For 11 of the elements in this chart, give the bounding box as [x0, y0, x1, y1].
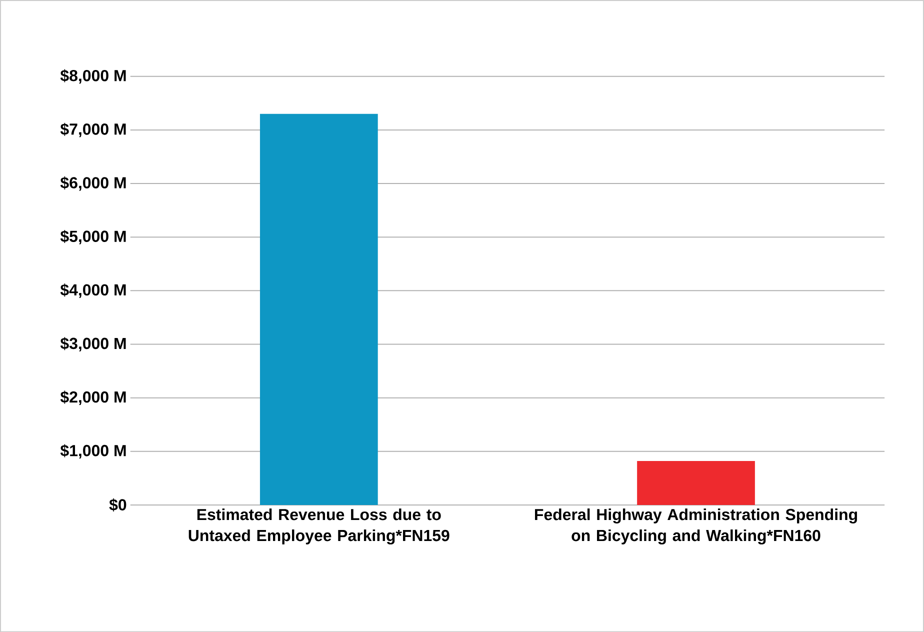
y-tick-label: $7,000 M	[60, 122, 126, 138]
y-tick-label: $2,000 M	[60, 390, 126, 405]
y-tick-label: $5,000 M	[60, 230, 126, 244]
y-tick-label: $6,000 M	[60, 176, 126, 191]
y-tick-label: $8,000 M	[60, 69, 126, 84]
y-tick-label: $1,000 M	[60, 444, 126, 458]
y-tick-label: $3,000 M	[60, 336, 126, 352]
x-tick-label: Estimated Revenue Loss due to Untaxed Employee Parking*FN159	[188, 508, 450, 544]
x-tick-label: Federal Highway Administration Spending on Bicycling and Walking*FN160	[535, 508, 857, 544]
y-tick-label: $0	[109, 498, 126, 512]
y-tick-label: $4,000 M	[60, 283, 126, 298]
